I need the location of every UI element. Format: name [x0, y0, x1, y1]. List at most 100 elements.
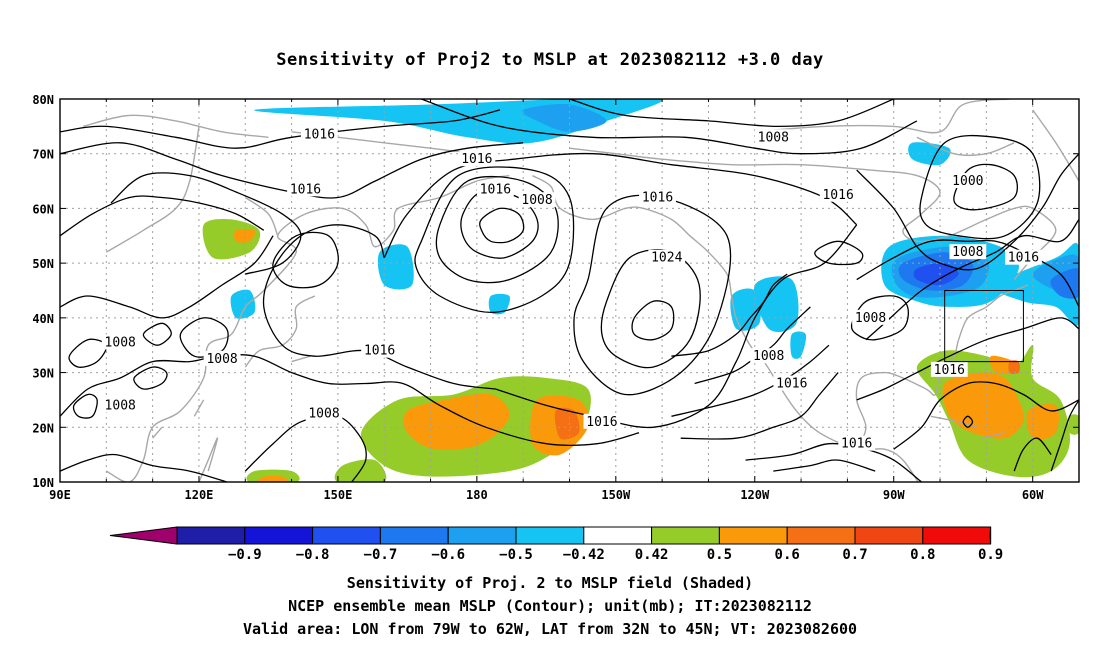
contour-label-bg	[838, 435, 876, 451]
mslp-contour	[953, 163, 1018, 211]
colorbar-box	[651, 526, 720, 545]
longitude-labels: 90E 120E 150E 180 150W 120W 90W 60W	[49, 488, 1044, 502]
contour-label-bg	[305, 405, 343, 421]
contour-label-bg	[852, 309, 889, 325]
plot-area: 1016 1008 1016 1016 1016 1008 1016 1016 1000 1008…	[60, 99, 1079, 482]
coast-line	[291, 355, 311, 363]
shade-region	[1008, 360, 1020, 374]
mslp-contour	[479, 207, 525, 244]
contour-labels: 1016 1008 1016 1016 1016 1008 1016 1016 1000 1008…	[101, 126, 1042, 452]
longitude-label: 120E	[185, 488, 214, 502]
shade-region	[233, 228, 256, 243]
colorbar-right-arrow	[989, 526, 992, 545]
colorbar: −0.9 −0.8 −0.7 −0.6 −0.5 −0.42 0.42 0.5 0.6 0.7 0.…	[109, 526, 1003, 563]
mslp-contour	[60, 453, 227, 482]
shade-region	[230, 289, 256, 319]
mslp-contour	[569, 99, 894, 128]
contour-label: 1016	[841, 437, 872, 452]
longitude-label: 150W	[601, 488, 631, 502]
mslp-contour	[60, 235, 274, 319]
mslp-contour	[142, 322, 172, 346]
latitude-label: 50N	[32, 257, 54, 271]
colorbar-box	[718, 526, 788, 545]
shade-region	[403, 393, 510, 450]
mslp-contour	[919, 134, 1041, 240]
contour-label-bg	[754, 129, 792, 145]
coast-line	[754, 99, 1010, 134]
mslp-contour	[60, 354, 640, 447]
contour-label-bg	[476, 181, 514, 197]
mslp-contour	[814, 240, 864, 266]
latitude-label: 80N	[32, 93, 54, 107]
latitude-label: 30N	[32, 367, 54, 381]
contour-label: 1016	[934, 363, 965, 378]
shade-region	[913, 262, 959, 286]
contour-label: 1016	[290, 182, 321, 197]
contour-label-bg	[819, 186, 857, 202]
contour-label: 1000	[952, 174, 983, 189]
caption-line-1: Sensitivity of Proj. 2 to MSLP field (Sh…	[346, 574, 754, 592]
mslp-contour	[631, 300, 675, 341]
contour-label-bg	[458, 151, 496, 167]
contour-label: 1008	[206, 352, 237, 367]
shade-region	[790, 331, 807, 359]
colorbar-box	[176, 526, 246, 545]
caption-line-2: NCEP ensemble mean MSLP (Contour); unit(…	[288, 597, 812, 615]
contour-label-bg	[583, 413, 621, 429]
contour-label-bg	[287, 181, 324, 197]
longitude-label: 120W	[740, 488, 770, 502]
colorbar-box	[515, 526, 585, 545]
latitude-label: 20N	[32, 421, 54, 435]
colorbar-label: 0.7	[842, 547, 867, 563]
colorbar-label: 0.9	[978, 547, 1003, 563]
shade-region	[257, 475, 289, 482]
mslp-contour	[110, 172, 302, 275]
mslp-contour	[671, 273, 788, 357]
mslp-contour	[133, 366, 168, 390]
colorbar-label: 0.5	[707, 547, 732, 563]
longitude-label: 90W	[883, 488, 905, 502]
mslp-contour	[573, 194, 732, 396]
contour-label-bg	[203, 350, 241, 366]
contour-label-bg	[750, 348, 788, 364]
latitude-label: 70N	[32, 148, 54, 162]
mslp-contour	[850, 295, 909, 341]
contour-label-bg	[930, 361, 968, 377]
mslp-contour	[72, 393, 98, 419]
caption-line-3: Valid area: LON from 79W to 62W, LAT fro…	[242, 620, 858, 638]
mslp-contour	[962, 415, 974, 428]
contour-label: 1008	[952, 245, 983, 260]
shade-region	[377, 244, 414, 290]
coast-line	[152, 426, 163, 439]
contour-label-bg	[639, 189, 676, 205]
contour-label: 1016	[364, 344, 395, 359]
mslp-contour	[680, 372, 839, 440]
mslp-contour	[495, 224, 858, 429]
mslp-contour	[856, 239, 1079, 308]
longitude-label: 60W	[1022, 488, 1044, 502]
colorbar-label: 0.6	[775, 547, 800, 563]
longitude-label: 90E	[49, 488, 71, 502]
contour-label: 1008	[855, 311, 886, 326]
contour-label-bg	[648, 249, 686, 265]
coast-line	[244, 196, 279, 237]
mslp-contour	[414, 166, 575, 314]
mslp-contour	[856, 153, 1079, 271]
coast-line	[83, 114, 269, 138]
mslp-contour	[435, 175, 559, 284]
latitude-label: 10N	[32, 476, 54, 490]
mslp-contour	[68, 338, 108, 368]
mslp-contour	[272, 231, 339, 289]
figure-title: Sensitivity of Proj2 to MSLP at 20230821…	[276, 50, 824, 70]
shade-region	[521, 104, 607, 132]
colorbar-box	[583, 526, 653, 545]
coast-line	[198, 437, 219, 482]
mslp-contour	[421, 99, 918, 155]
mslp-contour	[600, 249, 701, 369]
mslp-contour	[1013, 437, 1052, 472]
contour-label: 1008	[758, 130, 789, 145]
colorbar-box	[379, 526, 449, 545]
mslp-contour	[856, 317, 1079, 401]
colorbar-label: −0.6	[431, 547, 465, 563]
